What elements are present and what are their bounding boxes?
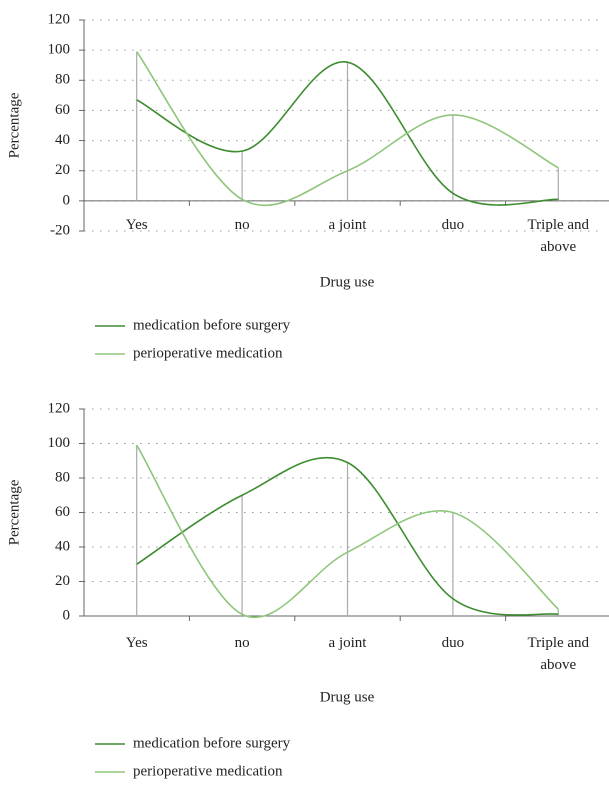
y-tick-label: 120 bbox=[48, 11, 71, 27]
x-axis-label: Drug use bbox=[320, 274, 375, 290]
x-tick-label: no bbox=[234, 217, 250, 233]
legend-label: perioperative medication bbox=[133, 345, 283, 361]
y-tick-label: 0 bbox=[63, 192, 71, 208]
y-axis-label: Percentage bbox=[6, 92, 22, 158]
x-tick-label-box: Yes bbox=[125, 635, 148, 651]
y-axis-label: Percentage bbox=[6, 479, 22, 545]
x-axis-label: Drug use bbox=[320, 689, 375, 705]
x-tick-label: duo bbox=[441, 217, 465, 233]
y-tick-label: 100 bbox=[48, 435, 71, 451]
series-line bbox=[136, 444, 559, 619]
legend-label: medication before surgery bbox=[133, 735, 291, 751]
y-tick-label: 60 bbox=[55, 504, 70, 520]
x-tick-label: a joint bbox=[328, 635, 367, 651]
y-tick-label: 80 bbox=[55, 72, 70, 88]
y-tick-label: 20 bbox=[55, 162, 70, 178]
x-tick-label-box: a joint bbox=[328, 635, 367, 651]
x-tick-label-box: duo bbox=[441, 217, 465, 233]
series-line bbox=[136, 456, 559, 616]
x-tick-label: Triple and above bbox=[527, 217, 590, 255]
y-tick-label: 100 bbox=[48, 42, 71, 58]
y-tick-label: 60 bbox=[55, 102, 70, 118]
x-tick-label: a joint bbox=[328, 217, 367, 233]
x-tick-label-box: no bbox=[234, 217, 250, 233]
y-tick-label: 40 bbox=[55, 538, 70, 554]
y-tick-label: 120 bbox=[48, 400, 71, 416]
x-tick-label-box: duo bbox=[441, 635, 465, 651]
y-tick-label: -20 bbox=[50, 222, 70, 238]
x-tick-label-box: Triple and above bbox=[527, 217, 590, 255]
y-tick-label: 40 bbox=[55, 132, 70, 148]
x-tick-label-box: no bbox=[234, 635, 250, 651]
y-tick-label: 0 bbox=[63, 607, 71, 623]
x-tick-label: Triple and above bbox=[527, 635, 590, 673]
y-tick-label: 20 bbox=[55, 573, 70, 589]
x-tick-label-box: a joint bbox=[328, 217, 367, 233]
y-tick-label: 80 bbox=[55, 469, 70, 485]
x-tick-label: no bbox=[234, 635, 250, 651]
x-tick-label: Yes bbox=[125, 635, 148, 651]
series-line bbox=[136, 61, 559, 206]
series-line bbox=[136, 51, 559, 207]
legend-label: perioperative medication bbox=[133, 763, 283, 779]
x-tick-label: duo bbox=[441, 635, 465, 651]
x-tick-label-box: Triple and above bbox=[527, 635, 590, 673]
x-tick-label-box: Yes bbox=[125, 217, 148, 233]
x-tick-label: Yes bbox=[125, 217, 148, 233]
legend-label: medication before surgery bbox=[133, 317, 291, 333]
